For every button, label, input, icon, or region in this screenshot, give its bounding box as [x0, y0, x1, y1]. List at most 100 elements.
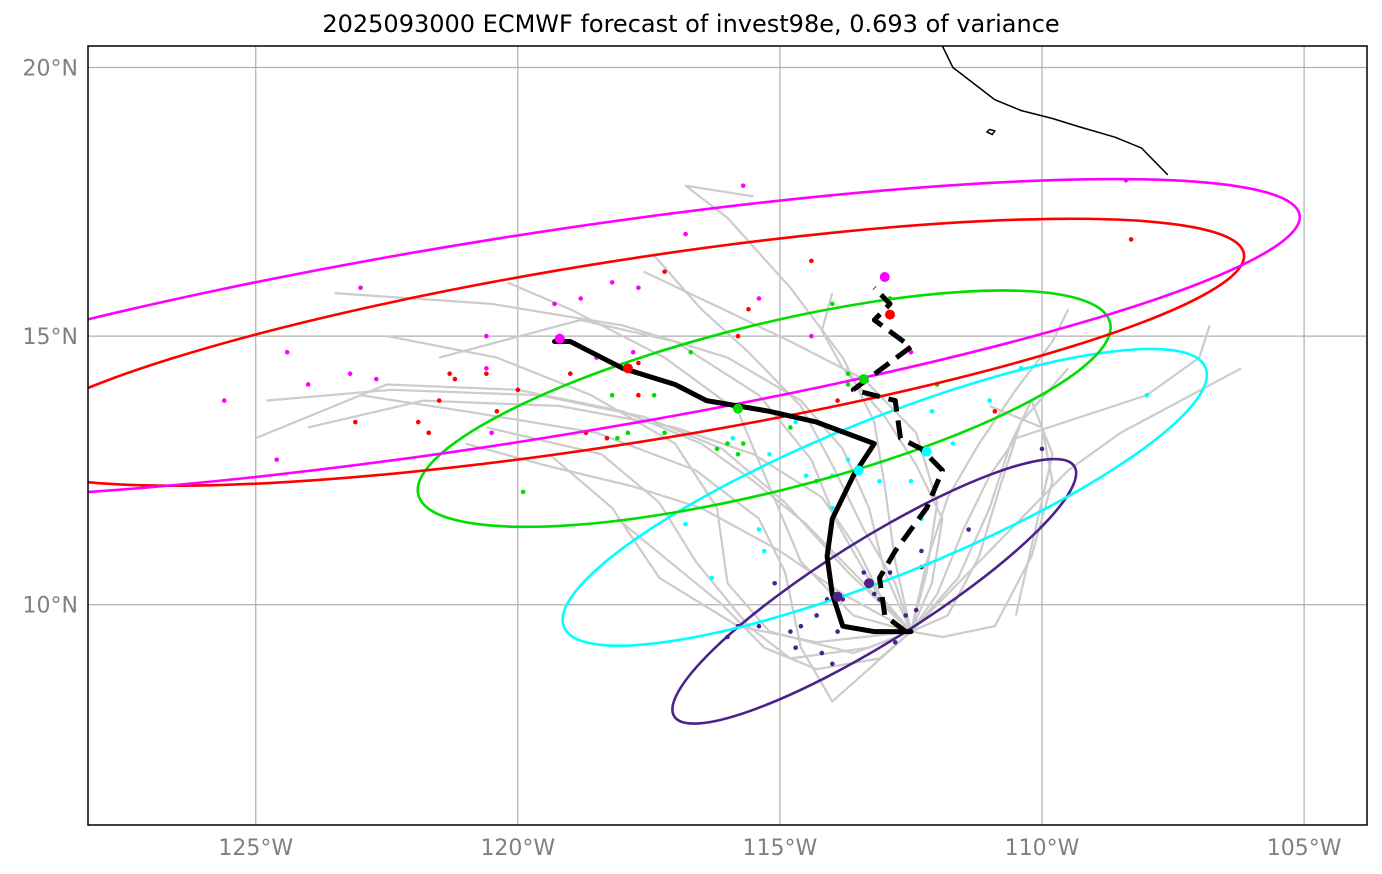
member-point: [830, 301, 835, 307]
ensemble-track: [386, 335, 912, 655]
ensemble-track: [910, 399, 1054, 633]
member-point: [714, 446, 720, 452]
y-tick-label: 10°N: [23, 594, 78, 619]
plot-frame: [87, 45, 1368, 826]
member-point: [615, 435, 620, 441]
member-point: [662, 269, 667, 274]
ensemble-track: [910, 404, 1054, 639]
ensemble-track: [438, 318, 912, 633]
x-tick-label: 110°W: [1005, 836, 1080, 861]
member-point: [515, 387, 521, 393]
member-point: [373, 376, 379, 382]
uncertainty-ellipse-day-4: [88, 217, 1246, 488]
member-point: [819, 650, 825, 656]
member-point: [353, 419, 358, 425]
member-point: [636, 285, 641, 291]
member-point: [1144, 392, 1150, 398]
member-point: [861, 570, 867, 575]
member-point: [683, 521, 688, 527]
uncertainty-ellipse-day-1: [671, 457, 1078, 725]
ensemble-track: [820, 292, 944, 633]
member-point: [903, 613, 909, 618]
member-point: [835, 629, 840, 634]
member-point: [358, 285, 363, 291]
mean-track-point: [622, 363, 633, 374]
ensemble-track: [360, 394, 912, 703]
ensemble-track: [486, 426, 912, 660]
member-point: [1039, 446, 1045, 452]
member-point: [609, 280, 615, 285]
ensemble-track: [266, 388, 912, 633]
member-point: [814, 613, 819, 618]
ensemble-track: [506, 281, 912, 633]
member-point: [347, 371, 353, 377]
mean-track-point: [921, 446, 932, 457]
member-point: [651, 392, 657, 398]
member-point: [735, 452, 741, 457]
member-point: [788, 425, 793, 430]
member-point: [809, 258, 814, 264]
member-point: [415, 419, 421, 425]
member-point: [489, 430, 494, 436]
member-point: [636, 392, 641, 398]
member-point: [913, 607, 919, 613]
member-point: [740, 183, 746, 188]
member-point: [887, 570, 893, 575]
member-point: [221, 398, 227, 403]
member-point: [908, 478, 914, 484]
uncertainty-ellipse-day-5: [88, 177, 1302, 500]
member-point: [636, 360, 641, 366]
member-point: [735, 333, 741, 339]
mean-track-point: [554, 333, 565, 344]
member-point: [845, 371, 851, 377]
member-point: [484, 333, 489, 339]
member-point: [987, 398, 992, 403]
uncertainty-ellipse-day-2: [561, 347, 1209, 647]
x-tick-label: 125°W: [218, 836, 293, 861]
mean-track-point: [832, 591, 843, 602]
member-point: [892, 640, 898, 645]
mean-track-dashed: [850, 286, 945, 634]
member-point: [567, 371, 573, 377]
member-point: [436, 398, 442, 403]
member-point: [1128, 237, 1134, 242]
member-point: [756, 527, 762, 532]
member-point: [830, 505, 835, 511]
mean-track-point: [884, 309, 895, 320]
member-point: [950, 441, 956, 446]
coastline: [941, 46, 1169, 176]
member-point: [788, 629, 793, 634]
member-point: [630, 349, 636, 355]
member-point: [746, 306, 751, 312]
member-point: [835, 398, 840, 403]
member-point: [426, 430, 432, 436]
axis-labels: 125°W 120°W 115°W 110°W 105°W 10°N 15°N 20°N: [23, 56, 1342, 861]
member-point: [688, 349, 694, 355]
member-point: [578, 296, 584, 301]
member-point: [761, 548, 767, 554]
member-point: [830, 661, 835, 667]
member-point: [274, 457, 280, 462]
member-point: [725, 441, 730, 446]
member-point: [809, 333, 814, 339]
mean-track-point: [858, 374, 869, 385]
member-point: [966, 527, 971, 532]
member-point: [662, 430, 667, 436]
member-point: [604, 435, 610, 441]
member-point: [284, 349, 290, 355]
member-point: [772, 580, 777, 586]
mean-track-point: [853, 465, 864, 476]
member-point: [520, 489, 526, 495]
ensemble-track: [909, 308, 1070, 632]
mean-track-point: [864, 578, 875, 589]
uncertainty-ellipse-day-3: [416, 289, 1112, 529]
member-point: [484, 366, 489, 371]
member-point: [756, 296, 762, 301]
member-point: [494, 409, 500, 414]
member-point: [756, 623, 762, 629]
ensemble-track: [616, 517, 912, 671]
member-point: [730, 435, 736, 441]
member-point: [803, 473, 809, 479]
island-outline: [985, 128, 997, 136]
